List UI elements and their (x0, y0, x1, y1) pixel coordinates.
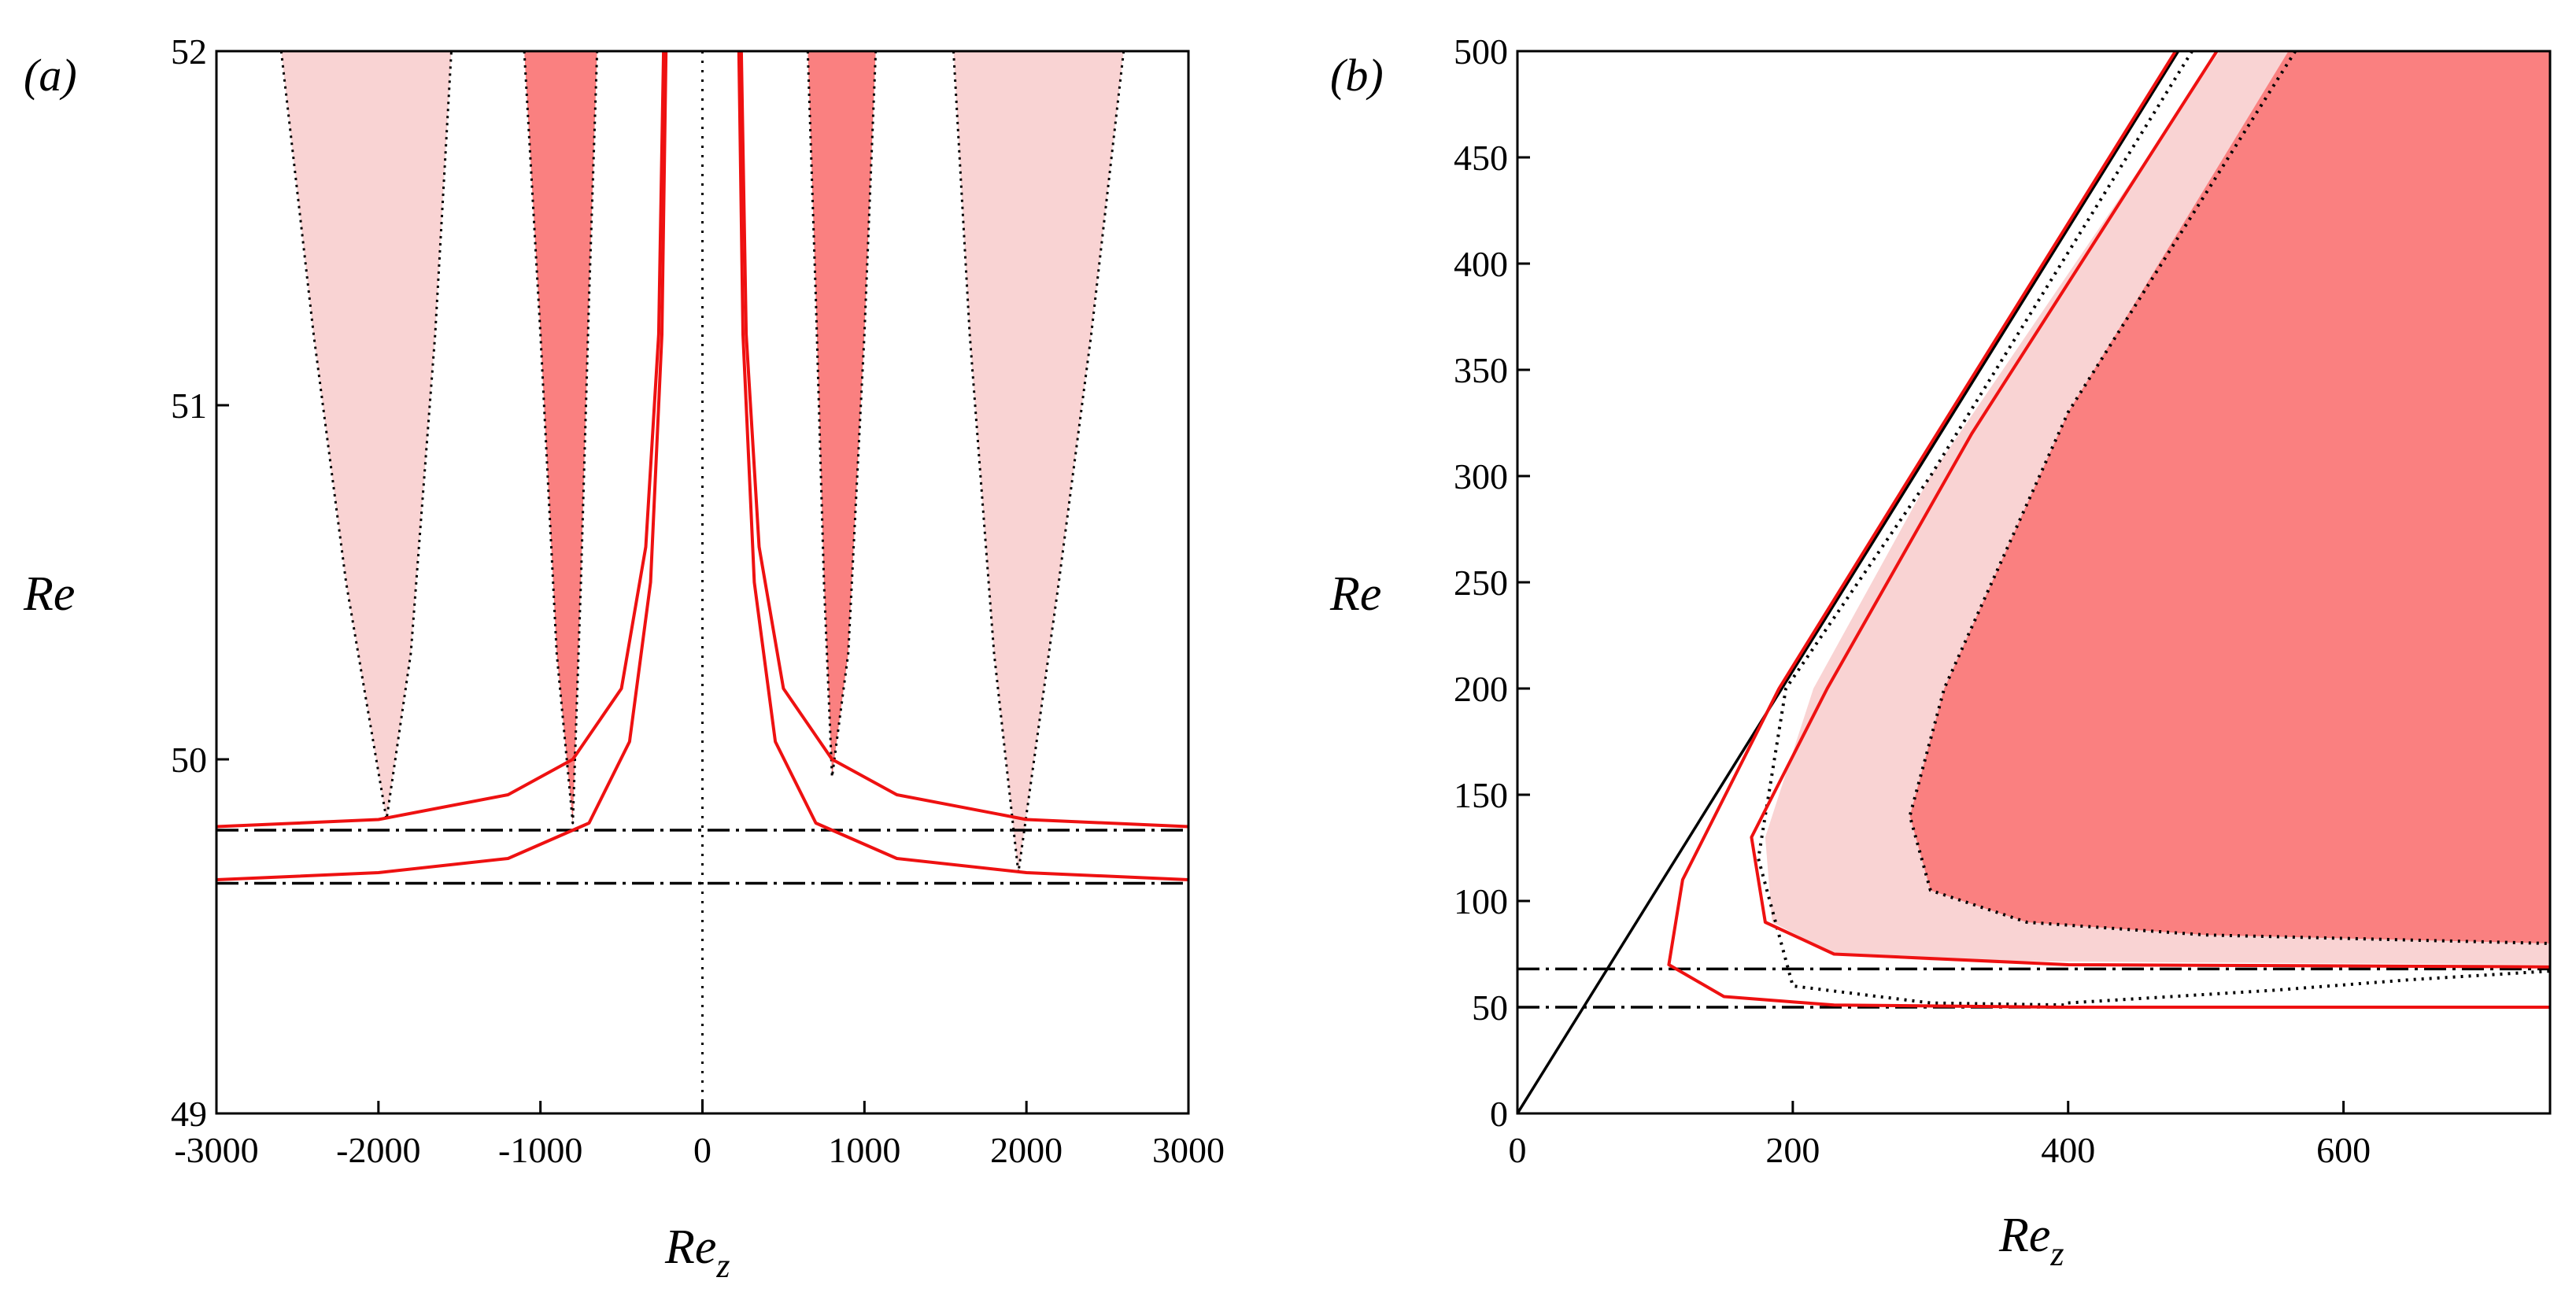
panel-a-xlabel: Rez (664, 1220, 730, 1285)
b-xtick-label: 0 (1509, 1130, 1527, 1170)
panel-a-lines (216, 51, 1188, 1113)
a-xtick-label: -2000 (336, 1130, 420, 1170)
panel-b-label: (b) (1330, 50, 1384, 101)
a-xtick-label: 1000 (828, 1130, 900, 1170)
a-red-curve (216, 51, 666, 829)
a-xtick-label: -3000 (174, 1130, 258, 1170)
b-ytick-label: 200 (1454, 669, 1508, 709)
b-ytick-label: 150 (1454, 775, 1508, 815)
b-ytick-label: 100 (1454, 881, 1508, 921)
a-xtick-label: 2000 (990, 1130, 1063, 1170)
panel-a-xlabel-main: Re (664, 1220, 716, 1274)
a-red-curve (737, 51, 1188, 881)
panel-b-xlabel-main: Re (1998, 1209, 2050, 1262)
a-ytick-label: 52 (171, 31, 207, 72)
panel-a-ticks: -3000 -2000 -1000 0 1000 2000 3000 49 50 51 52 (171, 31, 1225, 1170)
a-xtick-label: 0 (693, 1130, 711, 1170)
b-region-dark (1909, 51, 2550, 943)
panel-b: 0 200 400 600 0 50 100 150 200 250 300 350 400 450 500… (1329, 31, 2552, 1273)
panel-b-ticks: 0 200 400 600 0 50 100 150 200 250 300 350 400 450 500 (1454, 31, 2371, 1170)
b-ytick-label: 300 (1454, 456, 1508, 497)
a-xtick-label: -1000 (498, 1130, 582, 1170)
panel-a-ylabel: Re (23, 567, 75, 621)
panel-a-regions (279, 51, 1125, 874)
b-red-curve (1750, 51, 2550, 969)
b-ytick-label: 500 (1454, 31, 1508, 72)
b-diagonal-line (1517, 51, 2180, 1113)
panel-a-curves (216, 51, 1188, 881)
a-red-curve (739, 51, 1188, 829)
a-ytick-label: 51 (171, 386, 207, 426)
b-ytick-label: 450 (1454, 138, 1508, 178)
b-dotted-boundary (2068, 969, 2550, 1005)
a-region-light (952, 51, 1125, 874)
panel-b-ylabel: Re (1329, 567, 1381, 621)
b-xtick-label: 200 (1765, 1130, 1820, 1170)
b-ytick-label: 400 (1454, 244, 1508, 284)
a-region-dark (523, 51, 599, 825)
panel-b-regions (1765, 51, 2550, 965)
panel-a-xlabel-sub: z (715, 1246, 730, 1285)
a-red-curve (216, 51, 668, 881)
panel-a-label: (a) (24, 50, 77, 101)
b-xtick-label: 600 (2316, 1130, 2371, 1170)
panel-b-curves (1667, 51, 2550, 1009)
a-ytick-label: 49 (171, 1094, 207, 1134)
b-xtick-label: 400 (2041, 1130, 2095, 1170)
b-ytick-label: 350 (1454, 350, 1508, 390)
b-ytick-label: 50 (1472, 988, 1508, 1028)
b-ytick-label: 250 (1454, 563, 1508, 603)
b-dotted-boundary (1908, 51, 2550, 945)
a-region-light (279, 51, 453, 821)
panel-a: -3000 -2000 -1000 0 1000 2000 3000 49 50 51 52 (a)… (23, 31, 1225, 1285)
a-region-dark (806, 51, 878, 778)
b-ytick-label: 0 (1490, 1094, 1508, 1134)
panel-b-xlabel: Rez (1998, 1209, 2064, 1273)
b-red-curve (1667, 51, 2550, 1009)
a-xtick-label: 3000 (1152, 1130, 1225, 1170)
panel-b-xlabel-sub: z (2049, 1235, 2064, 1273)
a-ytick-label: 50 (171, 740, 207, 780)
